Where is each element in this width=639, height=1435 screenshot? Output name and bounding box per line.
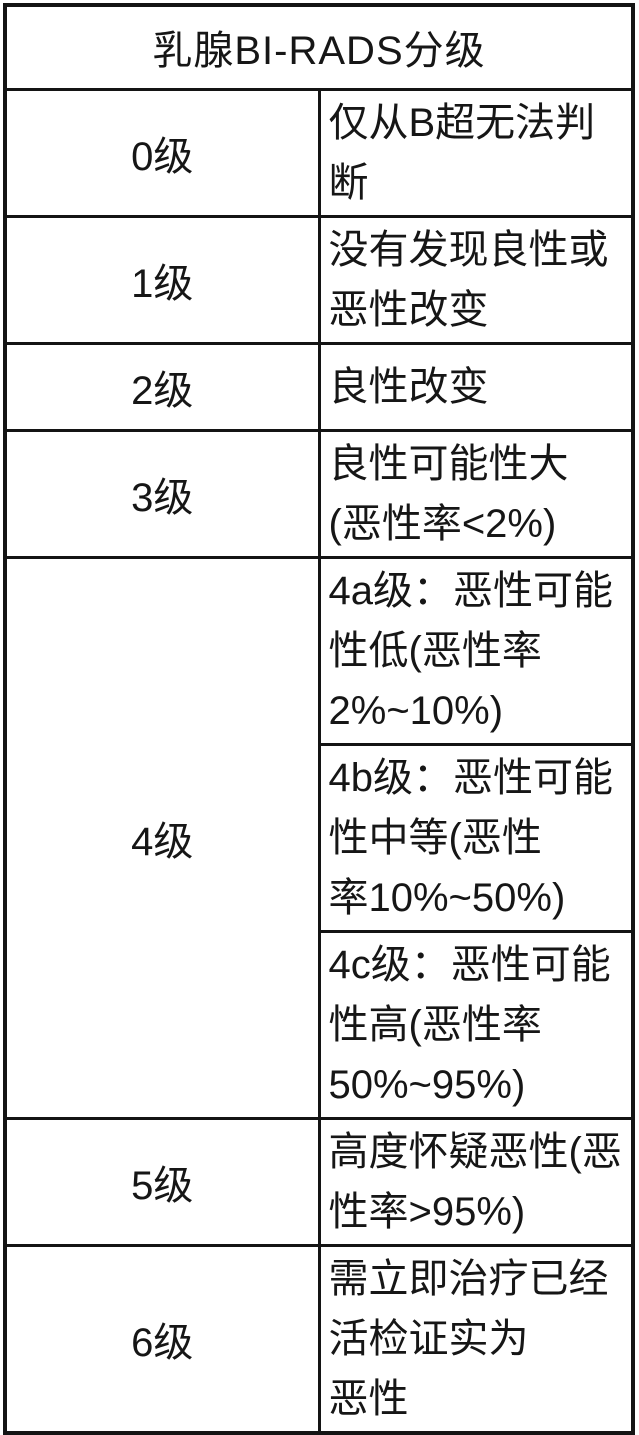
grade-label-5: 5级 [3,1116,321,1247]
table-row-grade-4b: 4b级：恶性可能性中等(恶性 率10%~50%) [5,742,635,933]
grade-desc-4c: 4c级：恶性可能性高(恶性率 50%~95%) [317,929,635,1120]
table-row-grade-5: 5级 高度怀疑恶性(恶性率>95%) [3,1116,635,1247]
grade-label-2: 2级 [3,341,321,432]
grade-label-4: 4级 [3,555,321,1120]
table-row-grade-3: 3级 良性可能性大 (恶性率<2%) [3,428,635,559]
grade-desc-1: 没有发现良性或恶性改变 [317,214,635,345]
table-row-grade-1: 1级 没有发现良性或恶性改变 [3,214,635,345]
grade-label-6: 6级 [3,1243,321,1434]
grade-desc-4a: 4a级：恶性可能性低(恶性率 2%~10%) [317,555,635,746]
grade-desc-3: 良性可能性大 (恶性率<2%) [317,428,635,559]
grade-desc-4b: 4b级：恶性可能性中等(恶性 率10%~50%) [317,742,635,933]
birads-grading-table: 乳腺BI-RADS分级 0级 仅从B超无法判断 1级 没有发现良性或恶性改变 2… [3,3,635,1435]
table-row-grade-6: 6级 需立即治疗已经活检证实为 恶性 [3,1243,635,1434]
table-header-row: 乳腺BI-RADS分级 [3,3,635,91]
table-row-grade-2: 2级 良性改变 [3,341,635,432]
grade-label-0: 0级 [3,87,321,218]
grade-label-1: 1级 [3,214,321,345]
grade-desc-2: 良性改变 [317,341,635,432]
table-row-grade-4a: 4级 4a级：恶性可能性低(恶性率 2%~10%) [3,555,635,1120]
grade-desc-0: 仅从B超无法判断 [317,87,635,218]
grade-desc-6: 需立即治疗已经活检证实为 恶性 [317,1243,635,1434]
table-title: 乳腺BI-RADS分级 [3,3,635,91]
grade-label-3: 3级 [3,428,321,559]
table-row-grade-0: 0级 仅从B超无法判断 [3,87,635,218]
grade-desc-5: 高度怀疑恶性(恶性率>95%) [317,1116,635,1247]
